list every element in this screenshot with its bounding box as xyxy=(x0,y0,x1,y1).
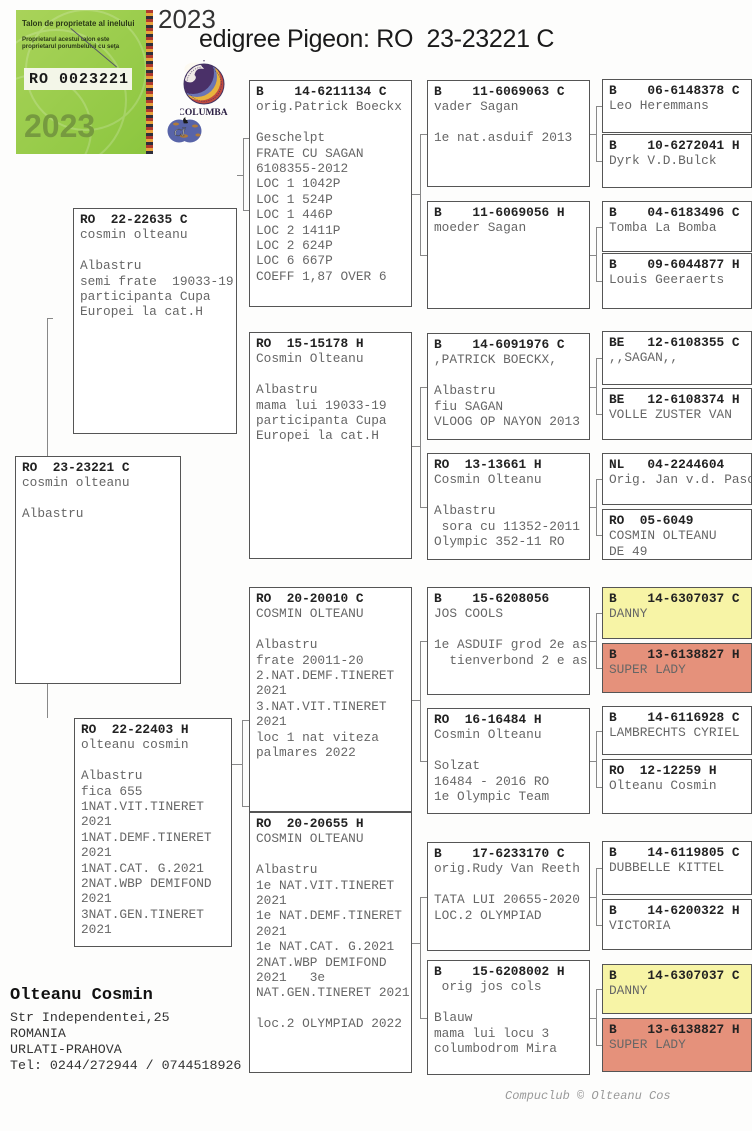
svg-text:COLUMBA: COLUMBA xyxy=(180,108,228,116)
svg-text:CĪ: CĪ xyxy=(174,127,186,139)
